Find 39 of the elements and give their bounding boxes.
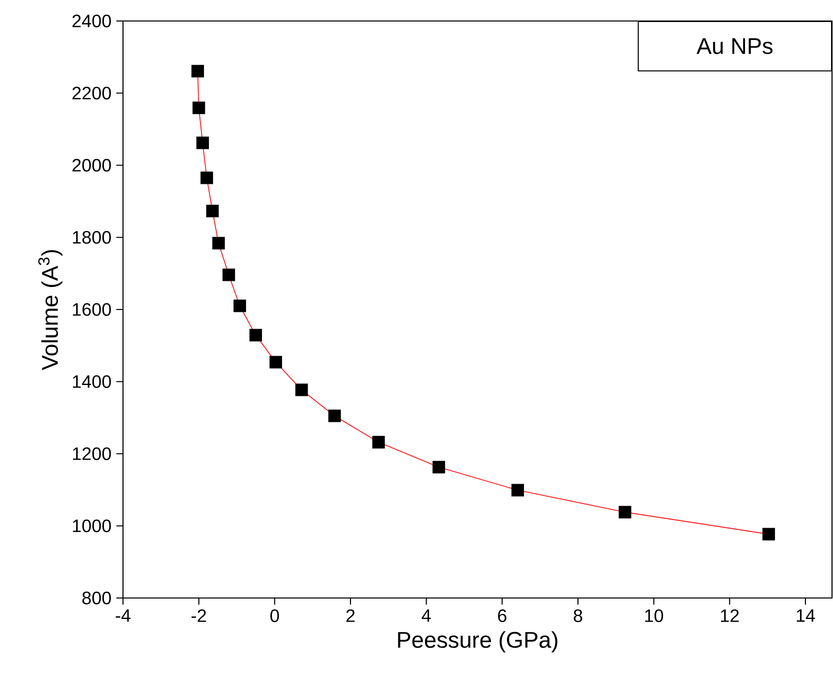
- y-tick-label: 1000: [72, 519, 111, 532]
- x-tick-label: 4: [422, 609, 431, 622]
- point: [191, 64, 204, 78]
- x-tick-label: 8: [574, 609, 582, 622]
- x-tick-label: 10: [645, 609, 664, 622]
- y-tick-label: 2000: [72, 158, 111, 172]
- point: [222, 268, 236, 282]
- point: [200, 172, 214, 184]
- y-tick-label: 1800: [72, 230, 111, 244]
- y-tick-label: 2200: [72, 86, 111, 100]
- y-tick-label: 800: [82, 592, 111, 604]
- x-tick-label: 0: [270, 609, 279, 622]
- annotation: Au NPs: [696, 38, 773, 54]
- point: [234, 300, 246, 312]
- x-tick-label: -4: [116, 609, 130, 622]
- point: [212, 236, 225, 250]
- point: [372, 436, 385, 448]
- x-tick-label: 14: [796, 609, 815, 622]
- point: [270, 356, 282, 368]
- point: [432, 460, 446, 474]
- point: [511, 484, 524, 496]
- y-tick-label: 1200: [72, 447, 111, 460]
- y-tick-label: 1400: [72, 375, 111, 388]
- point: [295, 384, 308, 396]
- y-axis-title: Volume (A$^{3}$): [38, 250, 62, 370]
- x-tick-label: 12: [721, 609, 739, 622]
- point: [196, 136, 209, 150]
- point: [249, 328, 262, 342]
- y-tick-label: 2400: [72, 14, 111, 28]
- point: [618, 506, 632, 518]
- point: [762, 528, 775, 540]
- x-tick-label: -2: [192, 609, 206, 622]
- point: [328, 410, 341, 422]
- x-tick-label: 6: [498, 609, 506, 622]
- point: [192, 102, 206, 114]
- y-tick-label: 1600: [72, 303, 111, 316]
- point: [206, 204, 219, 218]
- x-axis-title: Peessure (GPa): [398, 631, 558, 652]
- x-tick-label: 2: [346, 609, 355, 622]
